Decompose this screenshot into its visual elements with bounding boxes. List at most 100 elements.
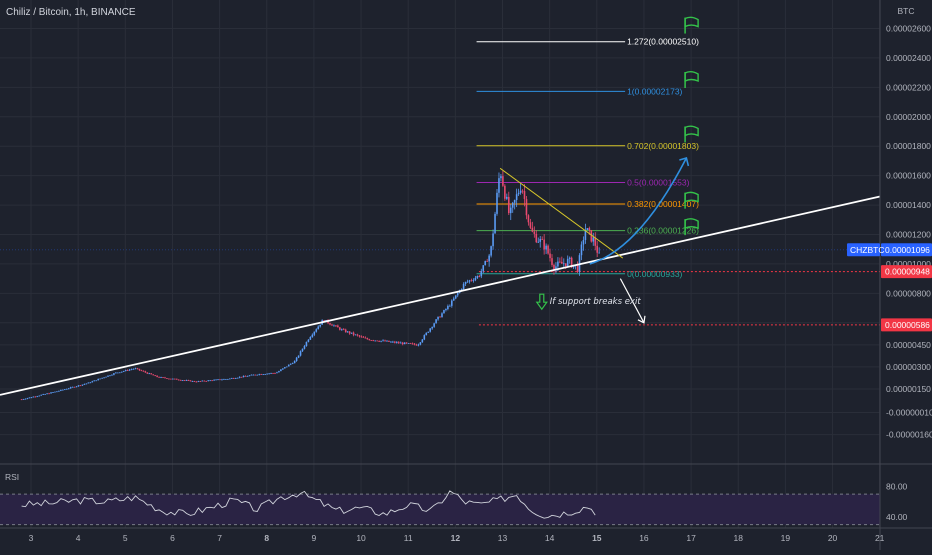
candle-body-178 (370, 340, 373, 341)
candle-body-167 (348, 331, 351, 334)
candle-body-242 (496, 192, 498, 214)
candle-body-29 (77, 385, 80, 387)
candle-body-28 (75, 386, 78, 388)
candle-body-260 (531, 227, 534, 232)
candle-body-267 (545, 245, 547, 250)
x-tick-label-14: 17 (686, 533, 696, 543)
candle-body-0 (20, 399, 23, 401)
candle-body-110 (236, 377, 239, 379)
x-tick-label-13: 16 (639, 533, 649, 543)
candle-body-115 (246, 376, 249, 377)
candle-body-231 (474, 277, 477, 281)
candle-body-133 (282, 368, 284, 370)
current-price-tag-bg (881, 243, 932, 257)
candle-body-253 (517, 192, 520, 195)
candle-body-239 (490, 246, 492, 256)
candle-body-241 (494, 213, 496, 234)
candle-body-287 (584, 229, 587, 241)
candle-body-113 (242, 375, 245, 378)
symbol-tag-bg (847, 243, 880, 257)
candle-body-191 (396, 342, 398, 343)
candle-body-261 (533, 231, 536, 234)
candle-body-4 (28, 397, 31, 399)
projection-up-arrowhead (679, 156, 690, 167)
candle-body-150 (315, 329, 318, 332)
candle-body-262 (535, 233, 538, 243)
candle-body-270 (551, 258, 553, 265)
candle-body-289 (588, 228, 591, 231)
candle-body-59 (136, 368, 139, 370)
candle-body-286 (582, 240, 585, 245)
flag-icon-cloth (684, 125, 699, 137)
candle-body-41 (101, 377, 103, 379)
candle-body-8 (36, 396, 39, 397)
candle-body-202 (417, 344, 420, 346)
candle-body-266 (543, 239, 545, 250)
candle-body-234 (480, 271, 483, 277)
y-tick-label-15: -0.00000160 (886, 430, 932, 440)
y-tick-label-14: -0.00000010 (886, 408, 932, 418)
candle-body-159 (333, 325, 335, 327)
candle-body-55 (128, 369, 131, 371)
candle-body-95 (207, 380, 210, 382)
x-tick-label-11: 14 (545, 533, 555, 543)
candle-body-97 (211, 380, 213, 382)
candle-body-82 (181, 380, 184, 382)
x-tick-label-10: 13 (498, 533, 508, 543)
candle-body-108 (232, 378, 235, 379)
candle-body-38 (95, 380, 98, 382)
candle-body-49 (117, 372, 119, 374)
candle-body-170 (354, 334, 357, 336)
candle-body-277 (564, 263, 567, 266)
candle-body-243 (498, 178, 500, 193)
candle-body-216 (445, 309, 447, 311)
candle-body-264 (539, 238, 542, 242)
projection-down-line (619, 278, 645, 324)
candle-body-158 (331, 324, 333, 326)
candle-body-283 (576, 264, 579, 272)
candle-body-236 (484, 261, 487, 266)
fib-level-label-6: 0(0.00000933) (627, 269, 682, 279)
candle-body-19 (58, 390, 60, 392)
candle-body-274 (559, 261, 561, 263)
candle-body-280 (570, 257, 573, 268)
candle-body-258 (527, 215, 530, 223)
candle-body-102 (221, 379, 223, 381)
candle-body-94 (205, 381, 208, 382)
candle-body-285 (580, 244, 583, 256)
candle-body-220 (452, 298, 455, 301)
fib-level-label-0: 1.272(0.00002510) (627, 37, 699, 47)
candle-body-5 (30, 397, 33, 399)
candle-body-169 (352, 332, 355, 335)
candle-body-184 (382, 340, 384, 342)
fib-level-label-3: 0.5(0.00001553) (627, 178, 690, 188)
candle-body-6 (32, 396, 35, 398)
candle-body-224 (460, 288, 463, 291)
candle-body-162 (339, 327, 341, 330)
y-tick-label-12: 0.00000300 (886, 362, 931, 372)
candle-body-79 (175, 378, 178, 380)
candle-body-163 (340, 329, 343, 331)
candle-body-248 (507, 196, 510, 214)
candle-body-126 (268, 373, 270, 375)
x-tick-label-1: 4 (76, 533, 81, 543)
candle-body-255 (521, 190, 524, 192)
candle-body-275 (561, 261, 563, 264)
candle-body-119 (254, 374, 257, 376)
candle-body-83 (183, 380, 186, 382)
candle-body-51 (120, 371, 123, 373)
candle-body-18 (56, 391, 58, 393)
candle-body-81 (179, 379, 182, 381)
flag-icon (684, 191, 699, 209)
candle-body-65 (148, 373, 151, 375)
candle-body-237 (486, 261, 488, 262)
candle-body-171 (356, 334, 359, 336)
candle-body-39 (97, 378, 99, 381)
y-tick-label-6: 0.00001400 (886, 200, 931, 210)
candle-body-85 (187, 380, 190, 381)
candle-body-173 (360, 336, 363, 338)
candle-body-143 (301, 348, 304, 352)
candle-body-195 (403, 342, 406, 345)
candle-body-117 (250, 374, 253, 376)
rsi-tick-label-0: 80.00 (886, 482, 908, 492)
